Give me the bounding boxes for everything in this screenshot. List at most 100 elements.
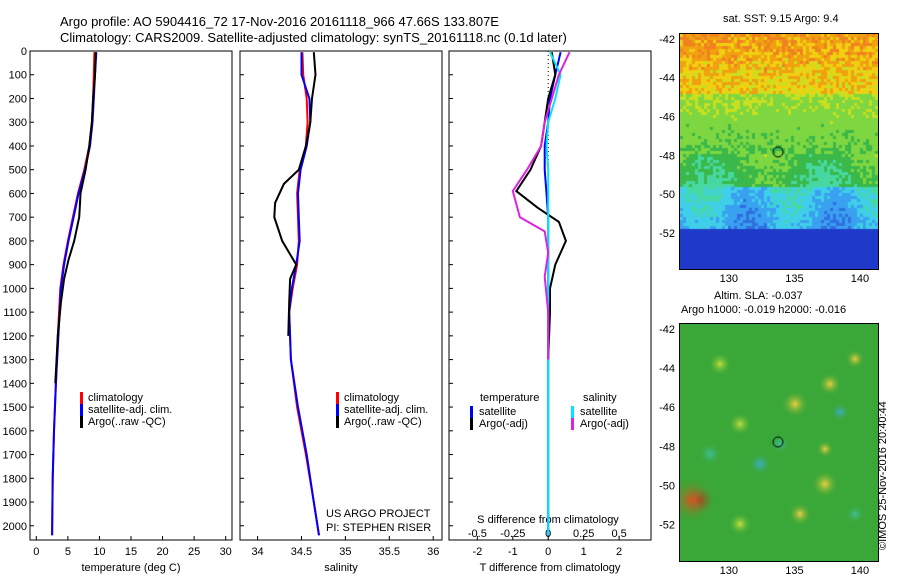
legend-item: climatology bbox=[80, 392, 172, 405]
legend-item: satellite-adj. clim. bbox=[336, 404, 428, 417]
legend-diff-sal-head: salinity bbox=[583, 392, 617, 404]
series-line bbox=[514, 52, 567, 360]
series-line bbox=[545, 51, 562, 536]
legend-item: satellite bbox=[571, 406, 629, 419]
x-tick-label: 1 bbox=[581, 546, 587, 558]
map-lat-label: -44 bbox=[659, 363, 675, 375]
y-tick-label: 900 bbox=[9, 260, 27, 272]
y-tick-label: 300 bbox=[9, 117, 27, 129]
x-tick-label: 10 bbox=[93, 546, 105, 558]
legend-item: satellite bbox=[470, 406, 528, 419]
x-tick-label: 34 bbox=[251, 546, 263, 558]
legend-diff-temp-head: temperature bbox=[480, 392, 540, 404]
legend-item: Argo(-adj) bbox=[571, 418, 629, 431]
sla-map bbox=[679, 323, 879, 562]
legend-diff-sal: satellite Argo(-adj) bbox=[571, 406, 629, 431]
sla-map-title: Altim. SLA: -0.037 bbox=[714, 290, 803, 302]
map-lat-label: -42 bbox=[659, 34, 675, 46]
y-tick-label: 500 bbox=[9, 165, 27, 177]
map-lat-label: -44 bbox=[659, 73, 675, 85]
map-lon-label: 135 bbox=[785, 565, 803, 577]
header-line-2: Climatology: CARS2009. Satellite-adjuste… bbox=[60, 30, 567, 45]
x-axis-label: salinity bbox=[324, 562, 358, 574]
x-tick-label: 0 bbox=[545, 546, 551, 558]
legend-diff-temp: satellite Argo(-adj) bbox=[470, 406, 528, 431]
sst-map bbox=[679, 33, 879, 270]
y-tick-label: 1500 bbox=[3, 402, 27, 414]
y-tick-label: 800 bbox=[9, 236, 27, 248]
map-lon-label: 130 bbox=[720, 565, 738, 577]
y-tick-label: 1400 bbox=[3, 378, 27, 390]
plot-frame bbox=[239, 50, 443, 541]
map-lat-label: -46 bbox=[659, 402, 675, 414]
x-tick-label: -2 bbox=[472, 546, 482, 558]
x-tick-label: 25 bbox=[188, 546, 200, 558]
map-lat-label: -52 bbox=[659, 520, 675, 532]
series-line bbox=[54, 52, 97, 384]
y-tick-label: 200 bbox=[9, 93, 27, 105]
map-lon-label: 130 bbox=[720, 273, 738, 285]
x-axis-label: T difference from climatology bbox=[480, 562, 621, 574]
credit-project: US ARGO PROJECT bbox=[326, 508, 431, 520]
map-lat-label: -42 bbox=[659, 324, 675, 336]
series-line bbox=[51, 52, 98, 536]
series-line bbox=[288, 52, 320, 536]
map-lat-label: -52 bbox=[659, 228, 675, 240]
x-axis-label: temperature (deg C) bbox=[81, 562, 180, 574]
y-tick-label: 2000 bbox=[3, 521, 27, 533]
sla-map-subtitle: Argo h1000: -0.019 h2000: -0.016 bbox=[681, 304, 847, 316]
legend-item: Argo(..raw -QC) bbox=[80, 416, 172, 429]
x-tick-label-secondary: -0.5 bbox=[468, 528, 487, 540]
x-tick-label: 34.5 bbox=[291, 546, 312, 558]
x-tick-label: 35 bbox=[339, 546, 351, 558]
map-lon-label: 135 bbox=[785, 273, 803, 285]
x-tick-label: 20 bbox=[156, 546, 168, 558]
y-tick-label: 1800 bbox=[3, 473, 27, 485]
y-tick-label: 0 bbox=[21, 46, 27, 58]
map-lat-label: -48 bbox=[659, 150, 675, 162]
y-tick-label: 1700 bbox=[3, 450, 27, 462]
y-tick-label: 1200 bbox=[3, 331, 27, 343]
y-tick-label: 1600 bbox=[3, 426, 27, 438]
legend-item: Argo(..raw -QC) bbox=[336, 416, 428, 429]
series-line bbox=[273, 52, 317, 336]
y-tick-label: 1900 bbox=[3, 497, 27, 509]
map-lat-label: -50 bbox=[659, 189, 675, 201]
legend-temp: climatology satellite-adj. clim. Argo(..… bbox=[80, 392, 172, 429]
x-tick-label: 0 bbox=[33, 546, 39, 558]
y-tick-label: 1000 bbox=[3, 283, 27, 295]
x-tick-label: 2 bbox=[616, 546, 622, 558]
x-tick-label: 35.5 bbox=[379, 546, 400, 558]
map-lon-label: 140 bbox=[851, 273, 869, 285]
map-lat-label: -46 bbox=[659, 112, 675, 124]
plot-frame bbox=[448, 50, 652, 541]
x-tick-label: 15 bbox=[125, 546, 137, 558]
legend-sal: climatology satellite-adj. clim. Argo(..… bbox=[336, 392, 428, 429]
x-tick-label: 30 bbox=[220, 546, 232, 558]
y-tick-label: 700 bbox=[9, 212, 27, 224]
y-tick-label: 1100 bbox=[3, 307, 27, 319]
header-line-1: Argo profile: AO 5904416_72 17-Nov-2016 … bbox=[60, 14, 499, 29]
map-lat-label: -50 bbox=[659, 481, 675, 493]
legend-item: satellite-adj. clim. bbox=[80, 404, 172, 417]
x-tick-label-secondary: 0.25 bbox=[573, 528, 594, 540]
timestamp: ©IMOS 25-Nov-2016 20:40:44 bbox=[877, 401, 889, 550]
x-tick-label: -1 bbox=[508, 546, 518, 558]
legend-item: Argo(-adj) bbox=[470, 418, 528, 431]
series-line bbox=[51, 52, 96, 536]
y-tick-label: 600 bbox=[9, 188, 27, 200]
series-line bbox=[511, 51, 571, 360]
sst-map-title: sat. SST: 9.15 Argo: 9.4 bbox=[723, 13, 839, 25]
x-tick-label: 5 bbox=[65, 546, 71, 558]
y-tick-label: 1300 bbox=[3, 355, 27, 367]
map-lat-label: -48 bbox=[659, 441, 675, 453]
credit-pi: PI: STEPHEN RISER bbox=[326, 522, 432, 534]
x-tick-label-secondary: 0.5 bbox=[611, 528, 626, 540]
x-tick-label-secondary: -0.25 bbox=[500, 528, 525, 540]
series-line bbox=[288, 52, 320, 536]
x-tick-label: 36 bbox=[427, 546, 439, 558]
legend-item: climatology bbox=[336, 392, 428, 405]
map-lon-label: 140 bbox=[851, 565, 869, 577]
y-tick-label: 400 bbox=[9, 141, 27, 153]
